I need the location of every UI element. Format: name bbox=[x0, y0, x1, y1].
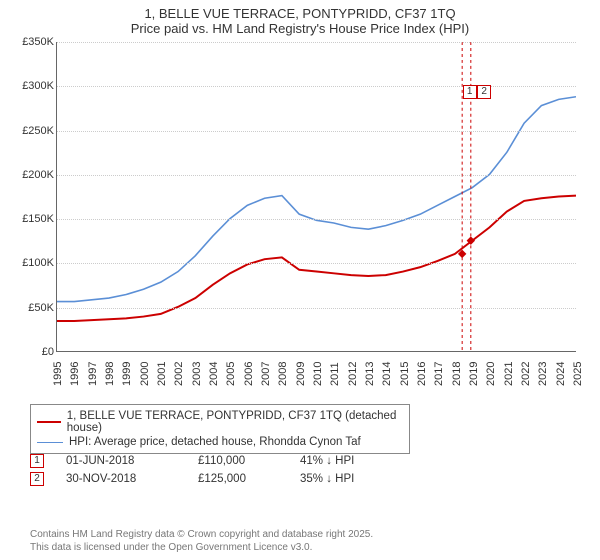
chart-title-line2: Price paid vs. HM Land Registry's House … bbox=[0, 21, 600, 36]
x-axis-tick-label: 2015 bbox=[399, 362, 411, 386]
x-axis-tick-label: 2017 bbox=[433, 362, 445, 386]
x-axis-tick-label: 2008 bbox=[277, 362, 289, 386]
x-axis-tick-label: 2005 bbox=[225, 362, 237, 386]
x-axis-tick-label: 2022 bbox=[520, 362, 532, 386]
transaction-index-badge: 1 bbox=[30, 454, 44, 468]
chart-title-line1: 1, BELLE VUE TERRACE, PONTYPRIDD, CF37 1… bbox=[0, 6, 600, 21]
x-axis-tick-label: 2023 bbox=[537, 362, 549, 386]
transaction-pct-vs-hpi: 35% ↓ HPI bbox=[300, 473, 390, 485]
x-axis-tick-label: 2006 bbox=[243, 362, 255, 386]
x-axis-tick-label: 2011 bbox=[329, 362, 341, 386]
legend-swatch bbox=[37, 421, 61, 423]
series-line bbox=[57, 196, 576, 321]
footer-line2: This data is licensed under the Open Gov… bbox=[30, 541, 373, 554]
chart-area: 12 £0£50K£100K£150K£200K£250K£300K£350K1… bbox=[10, 42, 590, 392]
y-gridline bbox=[57, 131, 576, 132]
transaction-table: 1 01-JUN-2018 £110,000 41% ↓ HPI 2 30-NOV-201… bbox=[30, 452, 390, 488]
y-gridline bbox=[57, 308, 576, 309]
transaction-marker-label: 2 bbox=[477, 85, 491, 99]
x-axis-tick-label: 2024 bbox=[555, 362, 567, 386]
transaction-marker-label: 1 bbox=[463, 85, 477, 99]
y-gridline bbox=[57, 263, 576, 264]
x-axis-tick-label: 1996 bbox=[69, 362, 81, 386]
legend-item: HPI: Average price, detached house, Rhon… bbox=[37, 435, 403, 449]
transaction-date: 30-NOV-2018 bbox=[66, 473, 176, 485]
x-axis-tick-label: 2007 bbox=[260, 362, 272, 386]
x-axis-tick-label: 2019 bbox=[468, 362, 480, 386]
x-axis-tick-label: 1995 bbox=[52, 362, 64, 386]
x-axis-tick-label: 1997 bbox=[87, 362, 99, 386]
transaction-date: 01-JUN-2018 bbox=[66, 455, 176, 467]
y-axis-tick-label: £350K bbox=[22, 36, 54, 48]
y-gridline bbox=[57, 42, 576, 43]
transaction-pct-vs-hpi: 41% ↓ HPI bbox=[300, 455, 390, 467]
x-axis-tick-label: 2021 bbox=[503, 362, 515, 386]
y-axis-tick-label: £100K bbox=[22, 257, 54, 269]
x-axis-tick-label: 2010 bbox=[312, 362, 324, 386]
legend-label: 1, BELLE VUE TERRACE, PONTYPRIDD, CF37 1… bbox=[67, 410, 403, 434]
chart-legend: 1, BELLE VUE TERRACE, PONTYPRIDD, CF37 1… bbox=[30, 404, 410, 454]
y-gridline bbox=[57, 219, 576, 220]
x-axis-tick-label: 2012 bbox=[347, 362, 359, 386]
x-axis-tick-label: 2001 bbox=[156, 362, 168, 386]
legend-swatch bbox=[37, 442, 63, 443]
x-axis-tick-label: 2009 bbox=[295, 362, 307, 386]
footer-attribution: Contains HM Land Registry data © Crown c… bbox=[30, 528, 373, 554]
x-axis-tick-label: 2014 bbox=[381, 362, 393, 386]
x-axis-tick-label: 2003 bbox=[191, 362, 203, 386]
transaction-row: 1 01-JUN-2018 £110,000 41% ↓ HPI bbox=[30, 452, 390, 470]
legend-item: 1, BELLE VUE TERRACE, PONTYPRIDD, CF37 1… bbox=[37, 409, 403, 435]
footer-line1: Contains HM Land Registry data © Crown c… bbox=[30, 528, 373, 541]
chart-plot: 12 bbox=[56, 42, 576, 352]
x-axis-tick-label: 2016 bbox=[416, 362, 428, 386]
x-axis-tick-label: 1999 bbox=[121, 362, 133, 386]
transaction-price: £110,000 bbox=[198, 455, 278, 467]
x-axis-tick-label: 2004 bbox=[208, 362, 220, 386]
y-axis-tick-label: £250K bbox=[22, 125, 54, 137]
x-axis-tick-label: 2000 bbox=[139, 362, 151, 386]
y-axis-tick-label: £150K bbox=[22, 213, 54, 225]
x-axis-tick-label: 2018 bbox=[451, 362, 463, 386]
transaction-row: 2 30-NOV-2018 £125,000 35% ↓ HPI bbox=[30, 470, 390, 488]
legend-label: HPI: Average price, detached house, Rhon… bbox=[69, 436, 361, 448]
chart-svg bbox=[57, 42, 576, 351]
transaction-price: £125,000 bbox=[198, 473, 278, 485]
y-axis-tick-label: £200K bbox=[22, 169, 54, 181]
x-axis-tick-label: 2025 bbox=[572, 362, 584, 386]
y-axis-tick-label: £50K bbox=[28, 302, 54, 314]
transaction-index-badge: 2 bbox=[30, 472, 44, 486]
x-axis-tick-label: 1998 bbox=[104, 362, 116, 386]
x-axis-tick-label: 2013 bbox=[364, 362, 376, 386]
y-axis-tick-label: £300K bbox=[22, 80, 54, 92]
y-gridline bbox=[57, 175, 576, 176]
y-gridline bbox=[57, 86, 576, 87]
x-axis-tick-label: 2020 bbox=[485, 362, 497, 386]
x-axis-tick-label: 2002 bbox=[173, 362, 185, 386]
y-axis-tick-label: £0 bbox=[42, 346, 54, 358]
